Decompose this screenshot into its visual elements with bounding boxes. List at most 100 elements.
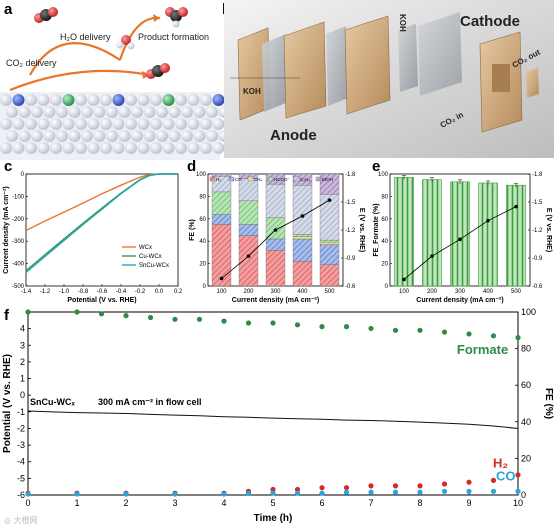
lattice-atom	[18, 130, 31, 142]
legend-label: CO	[235, 177, 242, 182]
bar-segment-1	[292, 238, 313, 262]
y-tick-label: -500	[12, 284, 25, 290]
co-series-label: CO	[496, 468, 516, 483]
panel-f-stability-chart: 0 1 2 3 4 5 6 7 8 9 10-6-5-4-3-2-10123402040608010…	[2, 307, 554, 524]
point-h2	[392, 483, 399, 489]
lattice-atom	[12, 94, 25, 106]
x-axis-title: Time (h)	[254, 513, 293, 524]
lattice-atom	[175, 142, 187, 154]
potential-point	[514, 204, 518, 209]
lattice-atom	[43, 106, 56, 118]
lattice-atom	[100, 118, 112, 130]
lattice-atom	[125, 142, 137, 154]
y-axis-title: FE (%)	[189, 219, 196, 241]
anode-flow-plate	[283, 21, 327, 119]
co2-delivery-label: CO₂ delivery	[6, 58, 57, 68]
lattice-atom	[56, 106, 68, 118]
potential-point	[273, 228, 278, 232]
point-formate	[466, 331, 472, 337]
x-tick-label: 6	[319, 498, 324, 508]
x-tick-label: 300	[270, 289, 281, 295]
y-tick-label: 0	[203, 284, 207, 290]
point-formate	[123, 313, 129, 319]
point-co	[343, 489, 350, 495]
lattice-atom	[162, 118, 175, 130]
x-tick-label: 300	[455, 289, 466, 295]
lattice-atom	[206, 130, 218, 142]
molecule-formate	[165, 7, 188, 28]
plot-frame	[25, 173, 179, 287]
gas-cap	[526, 68, 539, 98]
point-co	[270, 490, 276, 496]
potential-point	[486, 218, 490, 223]
point-formate	[319, 324, 325, 330]
lattice-atom	[6, 130, 18, 142]
point-co	[245, 490, 252, 497]
lattice-atom	[137, 118, 150, 130]
lattice-atom	[93, 130, 106, 142]
gas-chamber	[492, 64, 510, 92]
x-axis-title: Current density (mA cm⁻²)	[232, 297, 319, 304]
formate-series-label: Formate	[457, 342, 508, 357]
lattice-atom	[37, 94, 50, 106]
arrow-head	[142, 71, 150, 79]
y-tick-label: -3	[17, 440, 25, 450]
bar-segment-1	[211, 214, 232, 225]
bar-segment-1	[265, 238, 286, 251]
bar-segment-2	[292, 236, 313, 240]
legend-label: H₂	[216, 177, 221, 182]
lattice-atom	[31, 106, 43, 118]
lattice-atom	[37, 118, 50, 130]
x-tick-label: -1.2	[40, 289, 51, 295]
lattice-atom	[125, 94, 137, 106]
point-co	[25, 491, 31, 497]
lattice-atom	[118, 130, 131, 142]
y-axis-title: Potential (V vs. RHE)	[2, 354, 13, 453]
bar-segment-0	[319, 264, 340, 287]
lattice-atom	[193, 106, 206, 118]
molecule-h2o	[116, 35, 135, 50]
membrane-layer	[326, 26, 348, 106]
x-tick-label: 500	[511, 289, 522, 295]
arrow-head	[153, 14, 160, 22]
lattice-atom	[0, 118, 12, 130]
point-co	[74, 491, 80, 497]
x-tick-label: -0.8	[78, 289, 89, 295]
x-tick-label: -1.0	[59, 289, 70, 295]
formate-bar	[422, 179, 442, 287]
h2o-delivery-label: H₂O delivery	[60, 32, 111, 42]
x-tick-label: 2	[123, 498, 128, 508]
panel-c-lsv-chart: -1.4 -1.2 -1.0 -0.8 -0.6 -0.4 -0.2 0.0 0.2 0 -100 -…	[3, 172, 183, 304]
y2-tick-label: -1.8	[345, 172, 356, 178]
point-formate	[343, 324, 350, 330]
point-formate	[147, 314, 154, 321]
potential-point	[327, 198, 332, 202]
bar-segment-0	[292, 261, 313, 287]
point-co	[417, 489, 423, 495]
point-formate	[25, 309, 31, 315]
lattice-atom	[6, 106, 18, 118]
molecule-co2	[34, 7, 58, 23]
y2-tick-label: 20	[521, 453, 531, 463]
point-h2	[368, 483, 374, 489]
point-co	[294, 490, 301, 496]
lattice-atom	[175, 94, 187, 106]
sample-annotation: SnCu-WCₓ	[30, 397, 75, 407]
legend-swatch	[315, 176, 322, 182]
point-formate	[74, 309, 80, 315]
lattice-atom	[212, 142, 225, 154]
y2-axis-title: E (V vs. RHE)	[358, 208, 365, 252]
point-formate	[515, 335, 521, 341]
lattice-atom	[112, 118, 125, 130]
legend-label: HCOO⁻	[274, 177, 291, 182]
x-tick-label: 400	[483, 289, 494, 295]
lattice-atom	[50, 142, 62, 154]
h2o-delivery-arrow	[29, 42, 121, 76]
series-line-wcx	[25, 173, 178, 232]
panel-a-schematic: H₂O delivery Product formation CO₂ deliv…	[0, 7, 231, 160]
x-tick-label: 100	[216, 289, 227, 295]
point-h2	[417, 483, 423, 489]
product-formation-label: Product formation	[138, 32, 209, 42]
point-formate	[221, 318, 227, 324]
lattice-atom	[12, 142, 25, 154]
